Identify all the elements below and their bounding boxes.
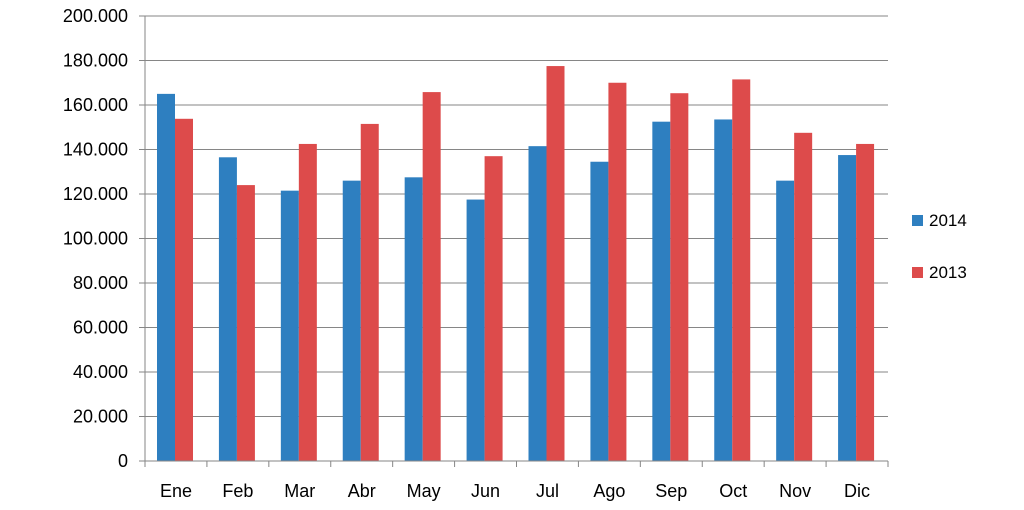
bar-2013-Sep (670, 93, 689, 462)
x-tick-label: Nov (779, 481, 811, 501)
x-tick-label: Feb (222, 481, 253, 501)
gridlines (145, 15, 888, 417)
y-tick-label: 100.000 (63, 229, 128, 249)
legend-swatch-2014 (912, 215, 923, 226)
y-tick-label: 180.000 (63, 51, 128, 71)
bar-2013-Ago (608, 82, 627, 461)
bar-2014-Ene (157, 93, 175, 461)
x-tick-label: Oct (719, 481, 747, 501)
bar-2013-Mar (298, 143, 317, 461)
x-tick-label: Ago (593, 481, 625, 501)
y-tick-label: 160.000 (63, 95, 128, 115)
y-tick-label: 0 (118, 451, 128, 471)
bars (157, 66, 875, 462)
bar-2014-Sep (652, 121, 671, 461)
bar-2013-Ene (175, 118, 193, 462)
x-tick-label: May (407, 481, 441, 501)
bar-2013-Jun (484, 156, 503, 462)
x-tick-label: Abr (348, 481, 376, 501)
bar-2014-Nov (776, 180, 795, 461)
bar-2014-May (404, 177, 423, 461)
y-axis-ticks: 0 20.000 40.000 60.000 80.000 100.000 120.000 1… (63, 6, 145, 471)
y-tick-label: 80.000 (73, 273, 128, 293)
bar-2014-Oct (714, 119, 733, 462)
bar-2013-Nov (794, 132, 813, 461)
bar-2014-Feb (218, 157, 237, 461)
legend-label-2014: 2014 (929, 211, 967, 230)
legend: 2014 2013 (912, 211, 967, 282)
bar-2013-Abr (360, 123, 379, 461)
x-tick-label: Dic (844, 481, 870, 501)
bar-2014-Abr (342, 180, 361, 461)
x-tick-label: Jul (536, 481, 559, 501)
bar-2013-Oct (732, 79, 751, 461)
bar-2013-May (422, 92, 441, 461)
bar-2014-Ago (590, 161, 609, 462)
bar-2013-Feb (236, 185, 255, 461)
bar-2013-Dic (856, 143, 875, 461)
x-tick-label: Ene (160, 481, 192, 501)
legend-swatch-2013 (912, 267, 923, 278)
x-tick-label: Jun (471, 481, 500, 501)
y-tick-label: 40.000 (73, 362, 128, 382)
bar-2014-Dic (838, 155, 857, 461)
legend-label-2013: 2013 (929, 263, 967, 282)
bar-2014-Mar (280, 190, 299, 461)
y-tick-label: 60.000 (73, 318, 128, 338)
y-tick-label: 200.000 (63, 6, 128, 26)
bar-2014-Jun (466, 199, 485, 461)
x-axis-ticks: Ene Feb Mar Abr May Jun Jul Ago Sep Oct Nov Dic (144, 461, 889, 501)
bar-2013-Jul (546, 66, 565, 461)
y-tick-label: 20.000 (73, 407, 128, 427)
y-tick-label: 120.000 (63, 184, 128, 204)
bar-2014-Jul (528, 146, 547, 461)
y-tick-label: 140.000 (63, 140, 128, 160)
x-tick-label: Sep (655, 481, 687, 501)
x-tick-label: Mar (284, 481, 315, 501)
